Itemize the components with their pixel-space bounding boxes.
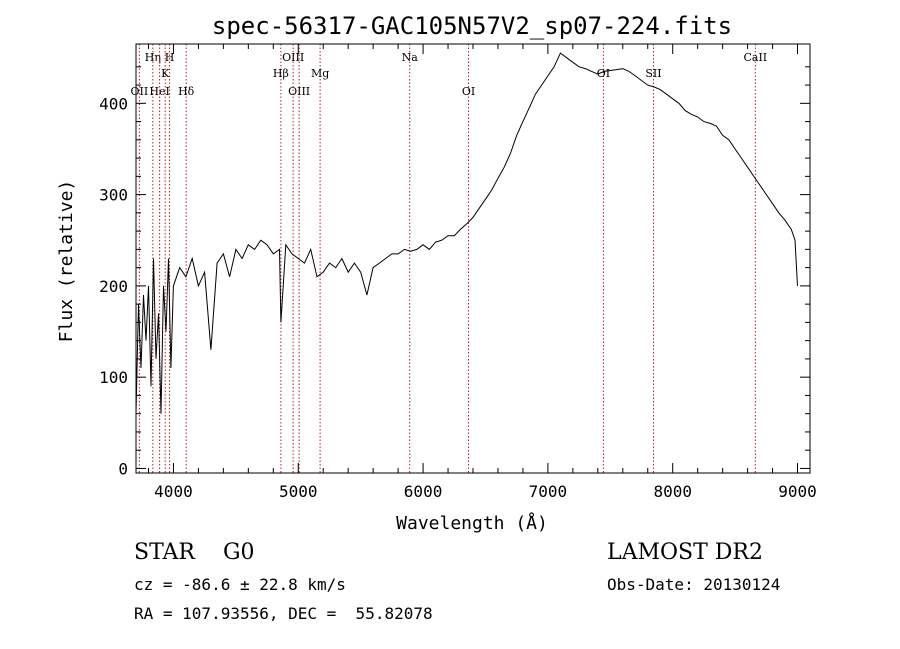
observation-date: Obs-Date: 20130124 — [607, 575, 781, 594]
redshift-velocity: cz = -86.6 ± 22.8 km/s — [134, 575, 346, 594]
coordinates: RA = 107.93556, DEC = 55.82078 — [134, 604, 433, 623]
spectral-line-label: Mg — [311, 67, 329, 80]
spectral-class: STAR G0 — [134, 540, 255, 565]
spectral-line-label: Hδ — [178, 85, 195, 98]
spectral-line-label: OI — [597, 67, 610, 80]
spectral-line-label: OIII — [288, 85, 310, 98]
spectral-line-label: CaII — [743, 51, 767, 64]
spectrum-line — [135, 52, 798, 414]
x-tick-label: 5000 — [279, 482, 318, 501]
survey-name: LAMOST DR2 — [607, 540, 763, 565]
x-tick-label: 7000 — [529, 482, 568, 501]
y-axis-label: Flux (relative) — [56, 180, 77, 343]
x-tick-label: 9000 — [778, 482, 817, 501]
spectral-line-label: HeI — [149, 85, 169, 98]
y-tick-label: 200 — [99, 277, 128, 296]
spectral-line-label: OI — [462, 85, 475, 98]
x-axis: 4000 5000 6000 7000 8000 9000 — [147, 44, 817, 501]
y-tick-label: 400 — [99, 94, 128, 113]
plot-frame — [135, 43, 811, 474]
spectral-line-label: SII — [645, 67, 661, 80]
spectral-line-label: K — [161, 67, 170, 80]
spectral-line-label: OIII — [282, 51, 304, 64]
spectral-line-label: Na — [402, 51, 419, 64]
y-tick-label: 0 — [118, 459, 128, 478]
spectral-line-label: H — [165, 51, 175, 64]
spectral-line-label: Hβ — [273, 67, 289, 80]
spectral-line-label: Hη — [145, 51, 161, 64]
y-tick-label: 300 — [99, 186, 128, 205]
y-tick-label: 100 — [99, 368, 128, 387]
x-axis-label: Wavelength (Å) — [396, 512, 548, 534]
y-axis: 0 100 200 300 400 — [99, 66, 810, 478]
chart-title: spec-56317-GAC105N57V2_sp07-224.fits — [212, 12, 732, 40]
x-tick-label: 6000 — [404, 482, 443, 501]
x-tick-label: 4000 — [154, 482, 193, 501]
spectral-line-label: OII — [131, 85, 149, 98]
x-tick-label: 8000 — [653, 482, 692, 501]
